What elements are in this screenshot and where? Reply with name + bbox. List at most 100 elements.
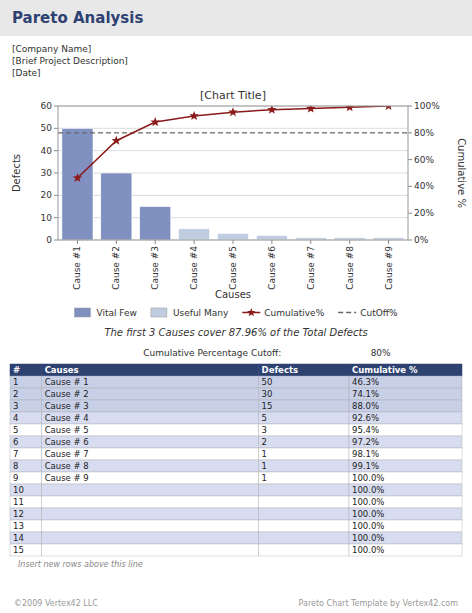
line-marker [150, 117, 160, 126]
table-cell [349, 424, 462, 436]
table-cell-text: 100.0% [352, 521, 384, 531]
table-cell-text: Cause # 3 [45, 401, 89, 411]
y-tick [54, 150, 58, 151]
line-marker [73, 173, 83, 182]
table-cell-text: 3 [262, 425, 267, 435]
table-cell-text: 15 [262, 401, 273, 411]
table-cell [10, 376, 42, 388]
y2-tick-label: 60% [414, 155, 434, 165]
y-tick-label: 50 [41, 123, 53, 133]
table-cell-text: 2 [262, 437, 267, 447]
table-header-text: Causes [45, 365, 79, 375]
x-tick [349, 240, 350, 244]
table-cell [42, 448, 259, 460]
legend-marker [247, 308, 256, 316]
table-cell [42, 508, 259, 520]
bar [101, 173, 132, 240]
cutoff-line [58, 132, 408, 133]
table-cell [259, 544, 349, 556]
table-cell [349, 388, 462, 400]
table-cell [10, 448, 42, 460]
table-cell [259, 472, 349, 484]
table-cell [10, 400, 42, 412]
table-cell [10, 508, 42, 520]
y-tick [54, 128, 58, 129]
table-cell [42, 532, 259, 544]
table-cell [349, 460, 462, 472]
grid-line [58, 150, 408, 151]
table-cell [10, 496, 42, 508]
table-note: Insert new rows above this line [18, 560, 143, 569]
table-cell [42, 376, 259, 388]
y-tick-label: 30 [41, 168, 53, 178]
legend-swatch [151, 308, 167, 317]
table-cell [259, 496, 349, 508]
x-tick-label: Cause #1 [72, 246, 82, 290]
table-cell-text: 92.6% [352, 413, 379, 423]
table-cell [259, 520, 349, 532]
cutoff-value: 80% [371, 348, 391, 358]
y-tick-label: 60 [41, 101, 53, 111]
table-cell-text: 100.0% [352, 497, 384, 507]
footer-left: ©2009 Vertex42 LLC [14, 599, 98, 608]
table-cell-text: Cause # 2 [45, 389, 89, 399]
y-tick-label: 20 [41, 190, 53, 200]
bar [217, 233, 248, 240]
y2-tick-label: 0% [414, 235, 429, 245]
table-cell [10, 472, 42, 484]
table-cell [349, 544, 462, 556]
table-header-cell [259, 364, 349, 376]
table-cell [42, 400, 259, 412]
table-cell-text: Cause # 6 [45, 437, 89, 447]
table-cell-text: 10 [13, 485, 24, 495]
table-cell-text: 6 [13, 437, 18, 447]
x-tick [233, 240, 234, 244]
y2-tick-label: 80% [414, 128, 434, 138]
y2-tick [408, 159, 412, 160]
table-header-cell [10, 364, 42, 376]
table-cell-text: Cause # 8 [45, 461, 89, 471]
grid-line [58, 128, 408, 129]
y-tick [54, 173, 58, 174]
table-header-cell [42, 364, 259, 376]
x-tick-label: Cause #4 [189, 246, 199, 290]
line-marker [112, 136, 122, 145]
table-cell-text: 2 [13, 389, 18, 399]
line-marker [384, 106, 394, 110]
x-axis-label: Causes [215, 289, 251, 300]
table-cell-text: 1 [262, 473, 267, 483]
x-tick [77, 240, 78, 244]
x-tick [194, 240, 195, 244]
table-cell [259, 436, 349, 448]
table-cell [42, 436, 259, 448]
y-tick-label: 40 [41, 146, 53, 156]
plot-frame [58, 106, 408, 240]
x-tick [388, 240, 389, 244]
table: #CausesDefectsCumulative %1Cause # 15046… [10, 364, 462, 556]
y-tick [54, 106, 58, 107]
header-text: [Brief Project Description] [12, 56, 128, 66]
table-cell-text: 100.0% [352, 473, 384, 483]
table-cell [10, 532, 42, 544]
table-cell-text: Cause # 1 [45, 377, 89, 387]
table-cell [259, 460, 349, 472]
table-cell-text: 50 [262, 377, 273, 387]
y-tick [54, 217, 58, 218]
table-cell [10, 460, 42, 472]
table-cell [10, 424, 42, 436]
table-cell-text: 3 [13, 401, 18, 411]
table-cell-text: 100.0% [352, 509, 384, 519]
x-tick-label: Cause #7 [306, 246, 316, 290]
table-cell [10, 412, 42, 424]
legend-swatch [74, 308, 90, 317]
legend-item: CutOff% [338, 308, 398, 318]
table-cell [42, 424, 259, 436]
y2-tick-label: 20% [414, 208, 434, 218]
table-cell-text: 95.4% [352, 425, 379, 435]
line-marker [306, 106, 316, 113]
legend-item: Cumulative% [242, 308, 324, 318]
legend-label: Useful Many [173, 308, 229, 318]
table-cell [42, 412, 259, 424]
table-cell-text: 4 [13, 413, 18, 423]
table-cell [349, 448, 462, 460]
